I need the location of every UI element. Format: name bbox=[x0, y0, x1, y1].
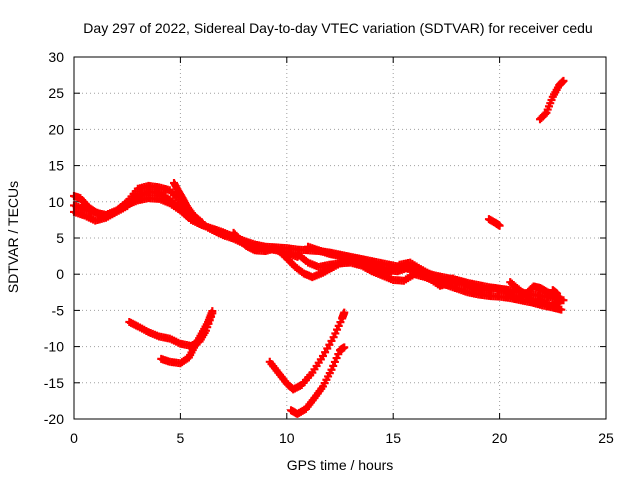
series-track-f bbox=[293, 249, 566, 314]
y-tick-label: -5 bbox=[52, 302, 65, 318]
series-track-n bbox=[536, 76, 568, 124]
y-tick-label: 5 bbox=[56, 230, 64, 246]
series-track-h bbox=[506, 278, 564, 311]
data-point bbox=[495, 221, 504, 230]
series-track-j bbox=[157, 307, 217, 368]
y-tick-label: 15 bbox=[48, 158, 64, 174]
y-tick-label: 0 bbox=[56, 266, 64, 282]
data-point bbox=[541, 110, 550, 119]
y-tick-label: -10 bbox=[44, 339, 64, 355]
x-tick-label: 10 bbox=[279, 430, 295, 446]
y-tick-label: -20 bbox=[44, 411, 64, 427]
x-tick-labels: 0 5 10 15 20 25 bbox=[70, 430, 614, 446]
y-tick-label: 20 bbox=[48, 121, 64, 137]
data-point bbox=[340, 343, 349, 352]
series-track-d bbox=[170, 178, 206, 227]
x-tick-label: 0 bbox=[70, 430, 78, 446]
data-point bbox=[197, 218, 206, 227]
x-axis-label: GPS time / hours bbox=[287, 457, 394, 473]
y-axis-label: SDTVAR / TECUs bbox=[5, 181, 21, 293]
data-point bbox=[557, 305, 566, 314]
y-tick-label: 25 bbox=[48, 85, 64, 101]
y-tick-labels: -20 -15 -10 -5 0 5 10 15 20 25 30 bbox=[44, 49, 64, 427]
x-tick-label: 5 bbox=[177, 430, 185, 446]
data-points bbox=[70, 76, 568, 418]
series-track-m bbox=[484, 215, 504, 230]
series-track-c bbox=[70, 181, 206, 227]
x-tick-label: 20 bbox=[492, 430, 508, 446]
data-point bbox=[553, 289, 562, 298]
data-point bbox=[340, 308, 349, 317]
data-point bbox=[208, 307, 217, 316]
y-tick-label: 10 bbox=[48, 194, 64, 210]
series-track-k bbox=[265, 308, 349, 394]
y-tick-label: 30 bbox=[48, 49, 64, 65]
y-tick-label: -15 bbox=[44, 375, 64, 391]
grid bbox=[74, 57, 606, 419]
chart-title: Day 297 of 2022, Sidereal Day-to-day VTE… bbox=[83, 20, 592, 36]
series-track-g bbox=[304, 242, 566, 304]
series-track-l bbox=[287, 343, 349, 418]
data-point bbox=[559, 76, 568, 85]
x-tick-label: 15 bbox=[385, 430, 401, 446]
plot-frame bbox=[73, 56, 607, 420]
x-tick-label: 25 bbox=[598, 430, 614, 446]
